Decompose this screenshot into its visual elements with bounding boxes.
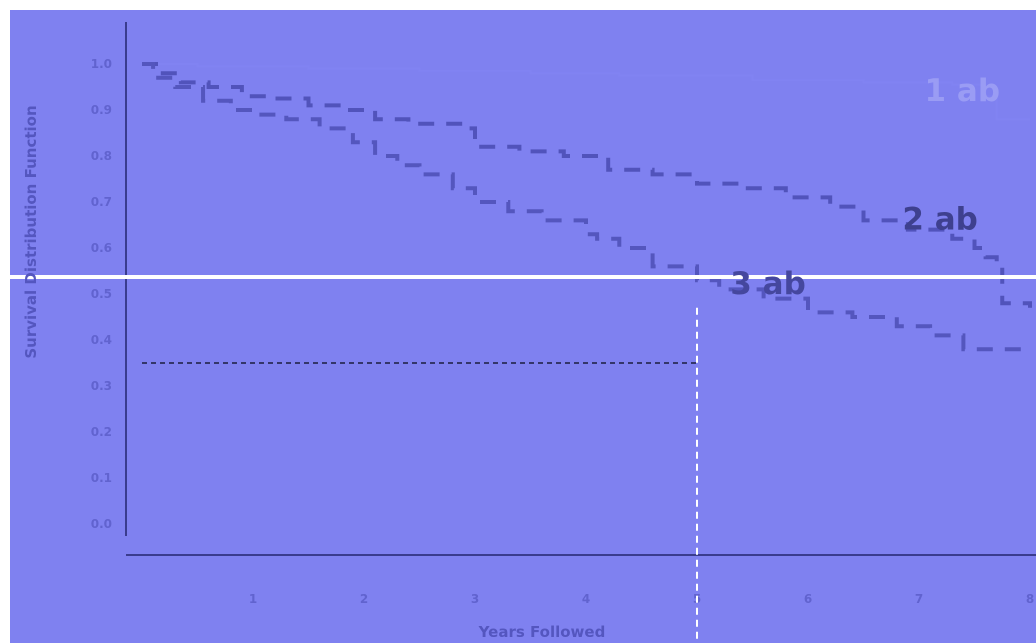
y-tick-label: 0.7 [91, 195, 112, 209]
y-tick-label: 0.9 [91, 103, 112, 117]
plot-background [10, 10, 1036, 643]
series-line-1 [142, 63, 1030, 121]
y-tick-label: 0.6 [91, 241, 112, 255]
y-tick-label: 0.0 [91, 517, 112, 531]
x-tick-label: 1 [249, 592, 257, 606]
y-axis-title: Survival Distribution Function [22, 105, 40, 358]
reference-lines [10, 275, 1036, 643]
series-line-2 [142, 62, 1032, 308]
x-tick-label: 4 [582, 592, 590, 606]
x-tick-label: 7 [915, 592, 923, 606]
x-tick-label: 3 [471, 592, 479, 606]
series-lines [142, 62, 1032, 352]
series-labels: 1 ab 2 ab 3 ab [730, 73, 1000, 302]
y-tick-label: 0.5 [91, 287, 112, 301]
y-tick-label: 0.3 [91, 379, 112, 393]
y-tick-label: 0.2 [91, 425, 112, 439]
x-axis-title: Years Followed [478, 623, 606, 641]
x-tick-label: 2 [360, 592, 368, 606]
series-label-3: 3 ab [730, 266, 805, 302]
y-tick-label: 0.4 [91, 333, 112, 347]
series-line-3 [142, 62, 1030, 352]
y-tick-label: 0.8 [91, 149, 112, 163]
x-tick-label: 6 [804, 592, 812, 606]
x-tick-label: 8 [1026, 592, 1034, 606]
y-tick-label: 1.0 [91, 57, 112, 71]
series-label-2: 2 ab [902, 202, 977, 238]
series-label-1: 1 ab [925, 73, 1000, 109]
y-tick-label: 0.1 [91, 471, 112, 485]
